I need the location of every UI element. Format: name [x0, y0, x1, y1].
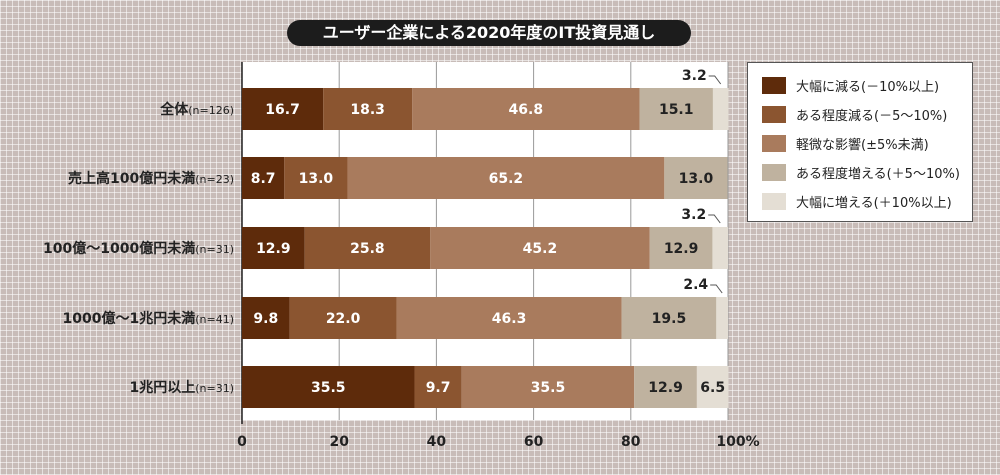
- data-label: 19.5: [652, 311, 687, 327]
- data-label: 45.2: [523, 241, 558, 257]
- bar-segment: [634, 366, 697, 408]
- bar-segment: [412, 88, 640, 130]
- data-label: 8.7: [251, 171, 276, 187]
- data-label: 65.2: [489, 171, 524, 187]
- bar-segment: [621, 297, 717, 339]
- category-label: 全体(n=126): [159, 101, 234, 118]
- bar-segment: [461, 366, 635, 408]
- data-label: 15.1: [659, 102, 694, 118]
- bar-segment: [284, 157, 348, 199]
- callout-line: [708, 214, 721, 224]
- legend-swatch: [762, 164, 786, 181]
- legend-item: 大幅に増える(＋10%以上): [762, 187, 972, 216]
- legend-swatch: [762, 77, 786, 94]
- legend: 大幅に減る(－10%以上) ある程度減る(－5～10%) 軽微な影響(±5%未満) あ…: [747, 62, 973, 222]
- legend-swatch: [762, 193, 786, 210]
- legend-swatch: [762, 106, 786, 123]
- callout-line: [710, 284, 723, 294]
- x-tick-label: 40: [427, 434, 447, 450]
- data-label: 18.3: [350, 102, 385, 118]
- data-label: 2.4: [683, 277, 708, 293]
- legend-label: ある程度減る(－5～10%): [796, 109, 948, 124]
- data-label: 35.5: [531, 380, 566, 396]
- legend-label: 大幅に増える(＋10%以上): [796, 196, 952, 211]
- legend-item: ある程度増える(＋5～10%): [762, 158, 972, 187]
- x-tick-label: 20: [329, 434, 349, 450]
- category-label: 1000億～1兆円未満(n=41): [63, 310, 235, 327]
- data-label: 12.9: [256, 241, 291, 257]
- legend-label: 大幅に減る(－10%以上): [796, 80, 940, 95]
- legend-item: 大幅に減る(－10%以上): [762, 71, 972, 100]
- category-label: 100億～1000億円未満(n=31): [43, 240, 234, 257]
- bar-segment: [242, 157, 285, 199]
- data-label: 12.9: [664, 241, 699, 257]
- bar-segment: [430, 227, 650, 269]
- data-label: 3.2: [682, 68, 707, 84]
- bar-segment: [242, 297, 290, 339]
- x-tick-label: 60: [524, 434, 544, 450]
- bar-segment: [414, 366, 462, 408]
- bar-segment: [289, 297, 397, 339]
- bar-segment: [396, 297, 622, 339]
- legend-swatch: [762, 135, 786, 152]
- callout-line: [708, 75, 722, 85]
- bar-segment: [712, 88, 729, 130]
- x-tick-label: 80: [621, 434, 641, 450]
- bar-segment: [649, 227, 713, 269]
- data-label: 3.2: [681, 207, 706, 223]
- bar-segment: [639, 88, 713, 130]
- legend-label: ある程度増える(＋5～10%): [796, 167, 960, 182]
- data-label: 13.0: [299, 171, 334, 187]
- x-tick-label: 100%: [716, 434, 759, 450]
- data-label: 46.3: [492, 311, 527, 327]
- data-label: 13.0: [679, 171, 714, 187]
- category-label: 売上高100億円未満(n=23): [68, 170, 234, 187]
- chart-title: ユーザー企業による2020年度のIT投資見通し: [287, 20, 691, 46]
- bar-segment: [712, 227, 728, 269]
- x-tick-label: 0: [237, 434, 247, 450]
- data-label: 22.0: [326, 311, 361, 327]
- data-label: 9.8: [253, 311, 278, 327]
- bar-segment: [242, 366, 415, 408]
- bar-segment: [664, 157, 728, 199]
- legend-label: 軽微な影響(±5%未満): [796, 138, 929, 153]
- category-label: 1兆円以上(n=31): [129, 380, 234, 396]
- bar-segment: [696, 366, 729, 408]
- bar-segment: [716, 297, 728, 339]
- data-label: 6.5: [700, 380, 725, 396]
- data-label: 16.7: [265, 102, 300, 118]
- data-label: 35.5: [311, 380, 346, 396]
- bar-segment: [242, 88, 324, 130]
- bar-segment: [323, 88, 413, 130]
- legend-item: 軽微な影響(±5%未満): [762, 129, 972, 158]
- data-label: 9.7: [426, 380, 451, 396]
- bar-segment: [242, 227, 305, 269]
- legend-item: ある程度減る(－5～10%): [762, 100, 972, 129]
- bar-segment: [347, 157, 665, 199]
- bar-segment: [304, 227, 431, 269]
- data-label: 12.9: [648, 380, 683, 396]
- data-label: 25.8: [350, 241, 385, 257]
- data-label: 46.8: [509, 102, 544, 118]
